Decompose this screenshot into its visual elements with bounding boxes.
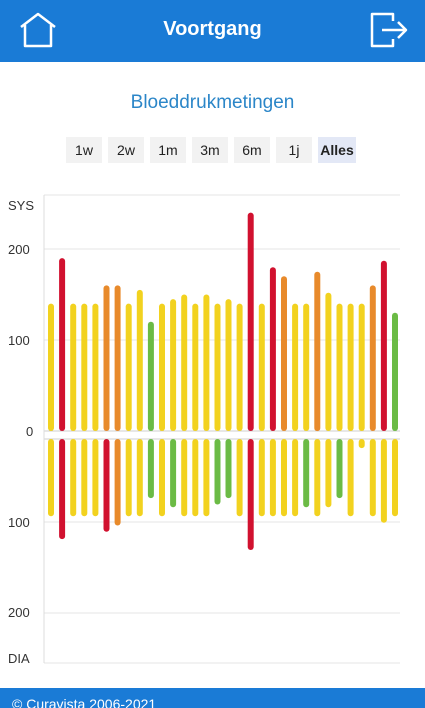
- sys-bar: [203, 294, 210, 431]
- sys-axis-label: SYS: [8, 198, 34, 213]
- dia-bar: [292, 439, 299, 517]
- dia-bar: [358, 439, 365, 449]
- footer: © Curavista 2006-2021: [0, 688, 425, 708]
- sys-bar: [114, 285, 121, 431]
- dia-bar: [247, 439, 254, 550]
- sys-bar: [236, 303, 243, 431]
- chart-grid: [43, 194, 400, 664]
- dia-bar: [181, 439, 188, 517]
- sys-bar: [347, 303, 354, 431]
- dia-bar: [192, 439, 199, 517]
- chart-title: Bloeddrukmetingen: [130, 92, 295, 113]
- sys-bar: [48, 303, 54, 431]
- tick-label-dia-100: 100: [8, 515, 30, 530]
- dia-bar: [103, 439, 110, 532]
- sys-bar: [258, 303, 265, 431]
- copyright-text: © Curavista 2006-2021: [12, 696, 157, 708]
- dia-bar: [347, 439, 354, 517]
- tick-label-zero: 0: [26, 424, 33, 439]
- dia-bar: [48, 439, 54, 517]
- sys-bar: [70, 303, 77, 431]
- sys-bar: [281, 276, 287, 431]
- sys-bar: [103, 285, 110, 431]
- tick-label-dia-200: 200: [8, 605, 30, 620]
- dia-bar: [170, 439, 177, 508]
- sys-bar: [192, 303, 199, 431]
- range-1m-button[interactable]: 1m: [150, 137, 186, 163]
- blood-pressure-chart: SYS 200 100 0 100 200 DIA: [8, 194, 400, 666]
- sys-bar: [81, 303, 88, 431]
- range-selector: 1w 2w 1m 3m 6m 1j Alles: [0, 137, 425, 163]
- dia-bar: [258, 439, 265, 517]
- dia-bar: [325, 439, 332, 508]
- sys-bar: [125, 303, 132, 431]
- sys-bar: [325, 292, 332, 431]
- dia-bar: [125, 439, 132, 517]
- sys-bar: [247, 212, 254, 431]
- sys-bar: [269, 267, 276, 431]
- sys-bar: [292, 303, 299, 431]
- logout-icon[interactable]: [369, 11, 409, 49]
- range-6m-button[interactable]: 6m: [234, 137, 270, 163]
- sys-bar: [225, 299, 232, 431]
- dia-bar: [392, 439, 398, 517]
- range-1j-button[interactable]: 1j: [276, 137, 312, 163]
- page-title: Voortgang: [163, 18, 262, 40]
- sys-bar: [214, 303, 221, 431]
- dia-bar: [81, 439, 88, 517]
- tick-label-sys-100: 100: [8, 333, 30, 348]
- home-icon[interactable]: [18, 11, 58, 49]
- dia-bar: [380, 439, 387, 523]
- range-2w-button[interactable]: 2w: [108, 137, 144, 163]
- sys-bar: [303, 303, 310, 431]
- dia-bar: [281, 439, 287, 517]
- range-alles-button[interactable]: Alles: [318, 137, 356, 163]
- sys-bar: [336, 303, 343, 431]
- range-1w-button[interactable]: 1w: [66, 137, 102, 163]
- sys-bar: [314, 271, 321, 432]
- bars-group: [48, 212, 398, 550]
- tick-label-sys-200: 200: [8, 242, 30, 257]
- dia-bar: [70, 439, 77, 517]
- sys-bar: [159, 303, 165, 431]
- dia-bar: [303, 439, 310, 508]
- dia-bar: [159, 439, 165, 517]
- dia-axis-label: DIA: [8, 651, 30, 666]
- sys-bar: [358, 303, 365, 431]
- range-3m-button[interactable]: 3m: [192, 137, 228, 163]
- dia-bar: [92, 439, 99, 517]
- sys-bar: [92, 303, 99, 431]
- dia-bar: [236, 439, 243, 517]
- dia-bar: [59, 439, 66, 540]
- sys-bar: [147, 321, 154, 431]
- dia-bar: [336, 439, 343, 499]
- dia-bar: [225, 439, 232, 499]
- dia-bar: [214, 439, 221, 505]
- sys-bar: [392, 312, 398, 431]
- dia-bar: [147, 439, 154, 499]
- sys-bar: [369, 285, 376, 431]
- dia-bar: [203, 439, 210, 517]
- sys-bar: [170, 299, 177, 431]
- dia-bar: [369, 439, 376, 517]
- app-header: Voortgang: [0, 0, 425, 62]
- dia-bar: [314, 439, 321, 517]
- sys-bar: [136, 289, 143, 431]
- dia-bar: [269, 439, 276, 517]
- dia-bar: [114, 439, 121, 526]
- sys-bar: [181, 294, 188, 431]
- sys-bar: [59, 258, 66, 431]
- sys-bar: [380, 260, 387, 431]
- dia-bar: [136, 439, 143, 517]
